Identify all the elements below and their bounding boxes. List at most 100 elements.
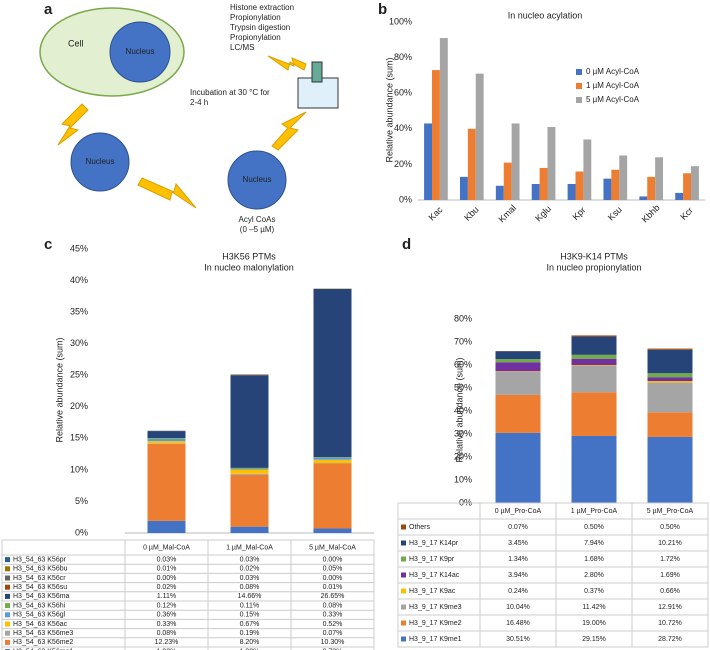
table-cell: 0.36% [157,612,177,619]
chart-title: H3K56 PTMs [222,251,276,261]
step: Trypsin digestion [230,23,290,32]
bar-segment [230,473,269,475]
table-cell: 26.65% [321,593,345,600]
table-cell: 0.00% [157,575,177,582]
bar-segment [313,288,352,458]
y-tick-label: 20% [70,401,88,411]
bar-segment [313,528,352,533]
table-cell: 10.72% [658,620,682,627]
bar-segment [147,438,186,442]
bar [647,176,656,200]
table-frame [1,539,375,650]
bar [575,171,584,200]
table-cell: 0.50% [660,524,680,531]
legend-swatch [5,639,10,645]
table-cell: 28.72% [658,636,682,643]
table-cell: 1.68% [584,556,604,563]
bar-segment [495,351,541,360]
bar-segment [647,412,693,437]
y-tick-label: 60% [454,359,472,369]
table-cell: 0.03% [157,556,177,563]
bar-segment [647,436,693,503]
legend-swatch [5,621,10,627]
table-cell: 0.15% [240,612,260,619]
table-cell: 0.05% [323,566,343,573]
table-cell: 0.08% [323,602,343,609]
table-cell: 0.33% [157,621,177,628]
table-cell: 10.04% [506,604,530,611]
table-header: 5 µM_Pro-CoA [647,508,694,515]
nucleus-label: Nucleus [126,47,155,56]
table-row-label: H3_9_17 K9ac [409,588,456,595]
bar [431,70,440,200]
table-cell: 8.20% [240,639,260,646]
bar-segment [313,457,352,458]
table-cell: 0.12% [157,602,177,609]
y-tick-label: 0% [399,194,412,204]
table-row-label: H3_9_17 K9me3 [409,604,462,611]
table-cell: 0.08% [240,584,260,591]
bar [603,178,612,200]
legend-swatch [5,603,10,609]
table-cell: 11.42% [582,604,605,611]
y-tick-label: 70% [454,336,472,346]
bar-segment [495,371,541,372]
table-cell: 30.51% [506,636,530,643]
nucleus-label: Nucleus [86,157,115,166]
table-cell: 3.45% [508,540,528,547]
x-tick-label: Kbu [462,204,480,222]
table-row-label: H3_54_63 K56me2 [13,639,73,646]
chart-title: H3K9-K14 PTMs [560,251,628,261]
y-axis-label: Relative abundance (sum) [54,337,64,442]
bar [583,139,592,200]
bar [567,183,576,200]
legend-swatch [401,604,406,610]
bar-segment [147,441,186,444]
bar-segment [147,443,186,521]
legend-label: 1 µM Acyl-CoA [586,81,640,90]
bar-segment [230,375,269,468]
y-tick-label: 40% [454,405,472,415]
bar-segment [571,392,617,436]
table-cell: 0.03% [240,556,260,563]
table-cell: 0.08% [157,630,177,637]
bar [424,123,432,200]
table-cell: 1.34% [508,556,528,563]
legend-swatch [5,630,10,636]
table-cell: 0.52% [323,621,343,628]
y-tick-label: 45% [70,243,88,253]
bar [683,173,692,200]
bar-segment [147,520,186,533]
table-cell: 12.23% [155,639,179,646]
legend-swatch [5,575,10,581]
table-row-label: H3_54_63 K56hi [13,602,66,609]
y-tick-label: 40% [70,275,88,285]
step: Propionylation [230,13,281,22]
x-tick-label: Kmal [496,203,518,225]
legend-swatch [576,69,582,75]
incubation-label: 2-4 h [190,98,208,107]
bar-segment [571,365,617,393]
table-cell: 19.00% [582,620,606,627]
table-frame [397,502,709,648]
y-tick-label: 35% [70,306,88,316]
legend-label: 0 µM Acyl-CoA [586,67,640,76]
table-cell: 0.33% [323,612,343,619]
bar-segment [147,438,186,439]
bar-segment [647,381,693,383]
legend-swatch [401,540,406,546]
table-cell: 10.21% [658,540,682,547]
table-cell: 0.07% [323,630,343,637]
bar [619,155,628,200]
legend-label: 5 µM Acyl-CoA [586,95,640,104]
y-tick-label: 30% [70,338,88,348]
table-cell: 0.00% [323,556,343,563]
y-tick-label: 20% [454,451,472,461]
bar [495,185,504,200]
bar [639,196,648,200]
table-row-label: H3_9_17 K9me2 [409,620,462,627]
table-cell: 0.66% [660,588,680,595]
bar [459,176,468,200]
bar-segment [495,359,541,363]
